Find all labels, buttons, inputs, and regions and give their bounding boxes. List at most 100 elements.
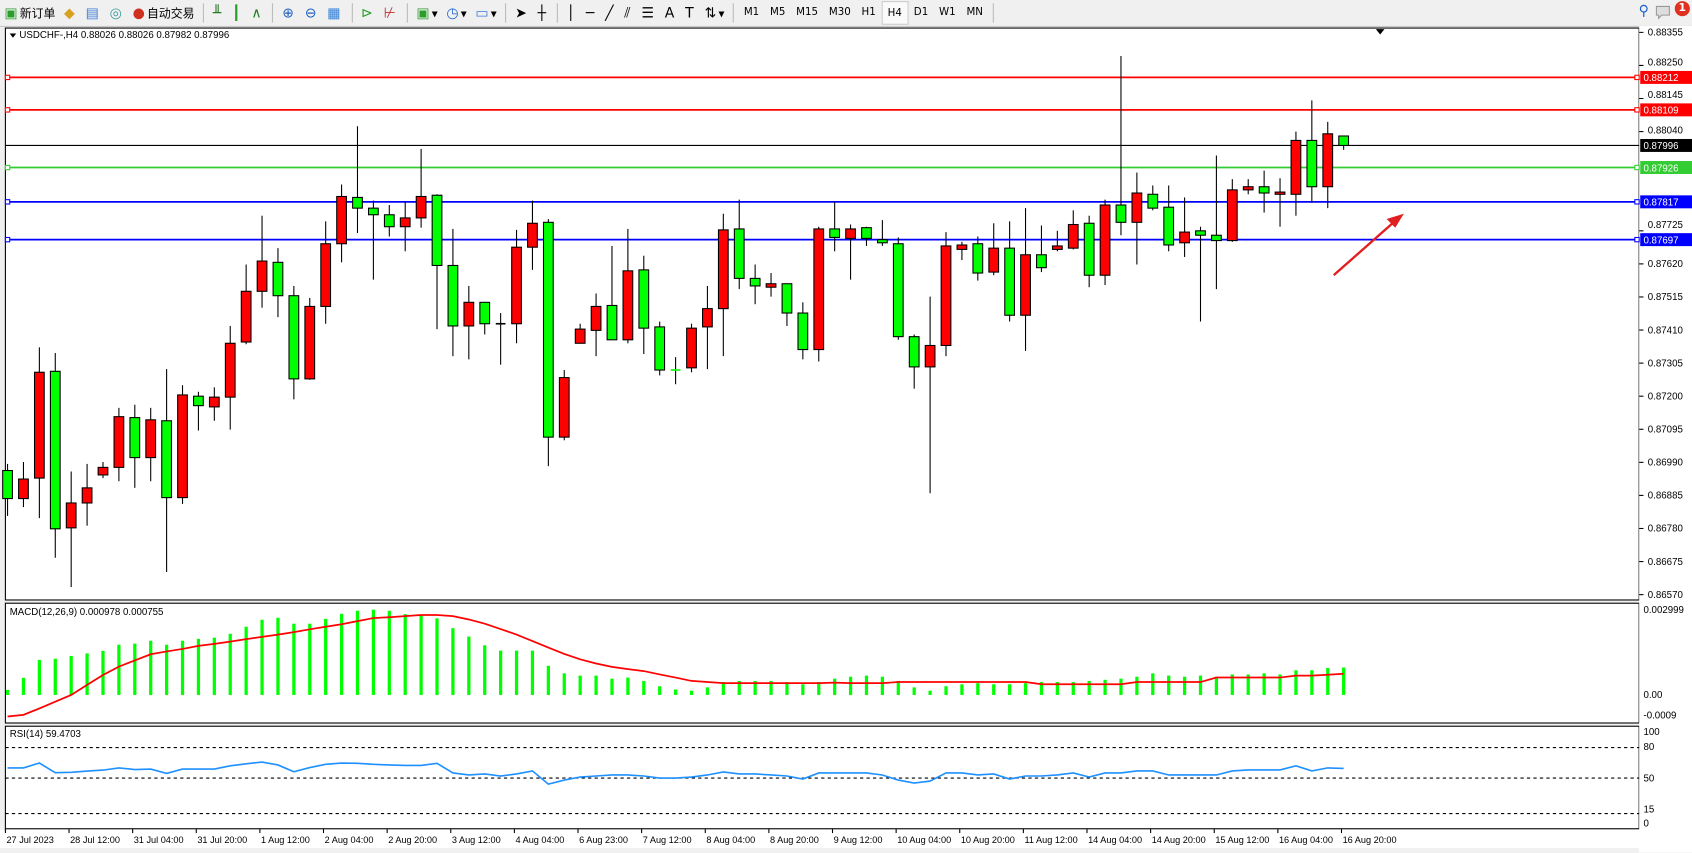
candle[interactable] [717, 213, 729, 357]
candle[interactable] [638, 255, 650, 354]
candle[interactable] [463, 285, 475, 360]
candle[interactable] [2, 463, 13, 516]
chart-area[interactable]: 0.88355 0.88250 0.88145 0.88040 0.87725 0.876… [0, 25, 1692, 853]
candle[interactable] [606, 245, 618, 341]
candle[interactable] [97, 462, 109, 479]
candle[interactable] [320, 221, 332, 324]
candle[interactable] [940, 232, 952, 357]
collapse-triangle-icon[interactable] [9, 33, 17, 38]
indicators-button[interactable]: ▣ ▾ [416, 4, 438, 22]
candle[interactable] [1067, 210, 1079, 250]
macd-panel[interactable] [4, 602, 1640, 724]
candle[interactable] [1195, 226, 1206, 322]
line-handle[interactable] [4, 74, 11, 81]
candle[interactable] [1274, 178, 1286, 227]
bar-chart-button[interactable]: ╨ [210, 2, 227, 24]
candle[interactable] [733, 199, 745, 290]
timeframe-m1[interactable]: M1 [743, 5, 760, 18]
candle[interactable] [304, 297, 316, 380]
timeframe-w1[interactable]: W1 [939, 5, 956, 18]
text-button[interactable]: A [662, 2, 680, 24]
horizontal-line-button[interactable]: ─ [583, 2, 600, 24]
candle[interactable] [1020, 208, 1031, 351]
candle[interactable] [1322, 121, 1334, 209]
candle[interactable] [813, 226, 825, 362]
candle[interactable] [1131, 172, 1143, 265]
candle[interactable] [511, 229, 522, 344]
candle[interactable] [1147, 185, 1159, 211]
candle[interactable] [177, 385, 188, 504]
candle[interactable] [113, 407, 125, 482]
candle[interactable] [383, 204, 395, 237]
line-handle[interactable] [1634, 199, 1640, 205]
candle-chart-button[interactable]: ┃ [229, 2, 246, 24]
line-handle[interactable] [4, 236, 11, 243]
templates-button[interactable]: ▭ ▾ [475, 4, 497, 22]
crosshair-button[interactable]: ┼ [534, 2, 551, 24]
candle[interactable] [861, 226, 872, 246]
candle[interactable] [33, 347, 45, 519]
candle[interactable] [208, 387, 220, 421]
candle[interactable] [49, 353, 61, 558]
candle[interactable] [1083, 215, 1095, 288]
candle[interactable] [527, 200, 538, 270]
candle[interactable] [399, 201, 411, 252]
candle[interactable] [1338, 135, 1350, 150]
timeframe-h1[interactable]: H1 [861, 5, 876, 18]
fibonacci-button[interactable]: ☰ [638, 2, 659, 24]
line-handle[interactable] [1634, 164, 1640, 171]
candle[interactable] [654, 321, 666, 376]
trendline-button[interactable]: ╱ [602, 2, 619, 24]
timeframe-h4[interactable]: H4 [881, 1, 909, 25]
line-handle[interactable] [4, 164, 11, 171]
candle[interactable] [670, 357, 681, 385]
candle[interactable] [1226, 179, 1238, 242]
candle[interactable] [161, 369, 173, 572]
candle[interactable] [781, 283, 793, 326]
candle[interactable] [81, 463, 93, 526]
cursor-button[interactable]: ➤ [512, 2, 532, 24]
candle[interactable] [1258, 170, 1270, 213]
candle[interactable] [352, 126, 363, 234]
candle[interactable] [415, 148, 427, 228]
notification-icon[interactable] [1655, 5, 1670, 20]
timeframe-mn[interactable]: MN [966, 5, 983, 18]
line-handle[interactable] [4, 199, 11, 205]
candle[interactable] [1211, 155, 1222, 290]
candle[interactable] [622, 228, 634, 344]
candle[interactable] [972, 236, 984, 281]
candle[interactable] [845, 224, 856, 280]
candle[interactable] [367, 200, 379, 280]
periods-button[interactable]: ◷ ▾ [446, 4, 467, 22]
candle[interactable] [272, 248, 284, 318]
candle[interactable] [1179, 197, 1190, 257]
candle[interactable] [65, 471, 77, 588]
new-order-button[interactable]: ▣ 新订单 [4, 4, 56, 22]
candle[interactable] [336, 184, 347, 263]
data-window-button[interactable]: ▤ [82, 2, 104, 24]
candle[interactable] [702, 285, 713, 370]
line-handle[interactable] [4, 107, 11, 113]
candle[interactable] [542, 219, 554, 467]
auto-trade-button[interactable]: ● 自动交易 [132, 4, 195, 22]
candle[interactable] [288, 285, 300, 400]
candle[interactable] [1051, 230, 1063, 252]
timeframe-m5[interactable]: M5 [770, 5, 786, 18]
candle[interactable] [924, 296, 936, 494]
zoom-out-button[interactable]: ⊖ [301, 2, 321, 24]
candle[interactable] [18, 462, 29, 508]
text-label-button[interactable]: T [682, 2, 699, 24]
chart-shift-marker-icon[interactable] [1375, 29, 1385, 35]
candle[interactable] [574, 323, 586, 344]
candle[interactable] [797, 302, 809, 360]
timeframe-m30[interactable]: M30 [828, 5, 851, 18]
signals-button[interactable]: ◎ [106, 2, 127, 24]
line-handle[interactable] [1634, 74, 1640, 81]
annotation-arrow[interactable] [1332, 217, 1400, 277]
candle[interactable] [892, 237, 904, 340]
autoscroll-button[interactable]: ⊬ [380, 2, 401, 24]
candle[interactable] [988, 223, 1000, 276]
arrows-button[interactable]: ⇅ ▾ [704, 4, 725, 22]
candle[interactable] [1242, 179, 1254, 195]
zoom-in-button[interactable]: ⊕ [279, 2, 299, 24]
